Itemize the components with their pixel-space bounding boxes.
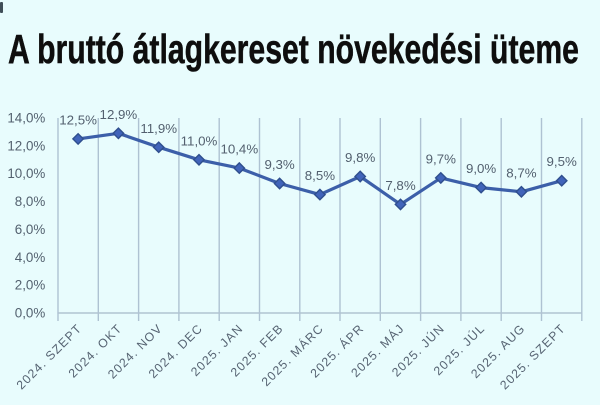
svg-text:2,0%: 2,0% — [15, 278, 46, 293]
svg-text:9,5%: 9,5% — [547, 154, 577, 169]
svg-text:0,0%: 0,0% — [15, 306, 46, 321]
svg-text:8,5%: 8,5% — [305, 168, 335, 183]
svg-text:7,8%: 7,8% — [385, 178, 415, 193]
svg-text:4,0%: 4,0% — [15, 250, 46, 265]
svg-text:9,8%: 9,8% — [345, 150, 375, 165]
svg-text:8,7%: 8,7% — [506, 165, 536, 180]
svg-text:10,4%: 10,4% — [220, 142, 258, 157]
svg-text:10,0%: 10,0% — [7, 166, 45, 181]
svg-text:2024. SZEPT: 2024. SZEPT — [14, 321, 85, 392]
svg-text:12,0%: 12,0% — [7, 138, 45, 153]
svg-text:14,0%: 14,0% — [7, 111, 45, 126]
svg-text:9,7%: 9,7% — [426, 151, 456, 166]
svg-text:12,9%: 12,9% — [100, 107, 138, 122]
svg-text:8,0%: 8,0% — [15, 194, 46, 209]
svg-text:11,0%: 11,0% — [181, 133, 218, 148]
svg-text:9,0%: 9,0% — [466, 161, 496, 176]
svg-text:12,5%: 12,5% — [59, 112, 97, 127]
svg-text:11,9%: 11,9% — [140, 121, 177, 136]
svg-text:6,0%: 6,0% — [15, 222, 46, 237]
svg-text:9,3%: 9,3% — [264, 157, 294, 172]
